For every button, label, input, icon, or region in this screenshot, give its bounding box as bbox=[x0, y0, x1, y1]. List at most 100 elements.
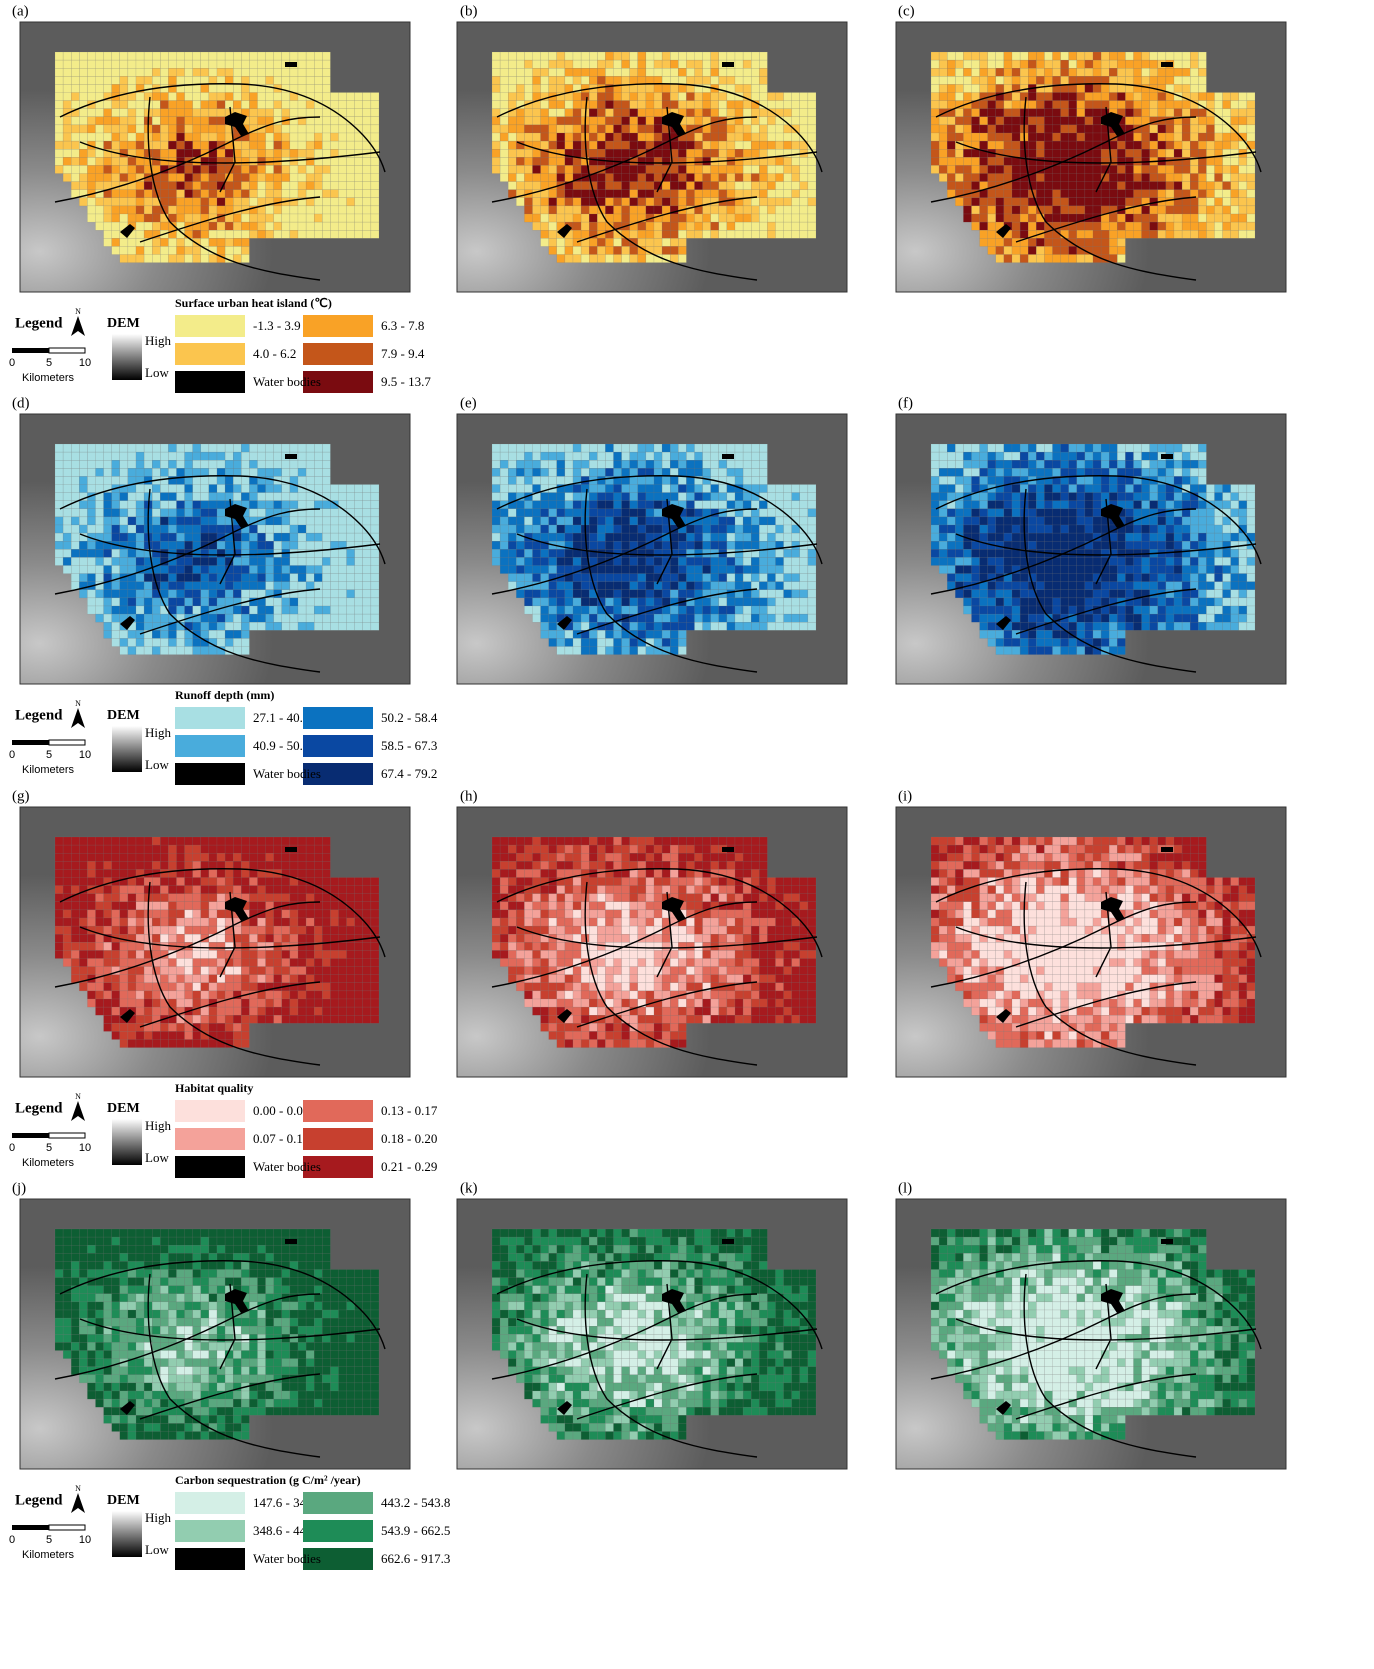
grid-cell bbox=[87, 541, 95, 549]
grid-cell bbox=[670, 93, 678, 101]
grid-cell bbox=[282, 460, 290, 468]
grid-cell bbox=[63, 566, 71, 574]
grid-cell bbox=[1093, 452, 1101, 460]
grid-cell bbox=[751, 109, 759, 117]
grid-cell bbox=[1101, 149, 1109, 157]
grid-cell bbox=[298, 598, 306, 606]
grid-cell bbox=[784, 525, 792, 533]
grid-cell bbox=[1247, 101, 1255, 109]
grid-cell bbox=[630, 60, 638, 68]
grid-cell bbox=[541, 557, 549, 565]
grid-cell bbox=[1053, 174, 1061, 182]
grid-cell bbox=[258, 468, 266, 476]
grid-cell bbox=[955, 149, 963, 157]
grid-cell bbox=[605, 52, 613, 60]
grid-cell bbox=[306, 582, 314, 590]
grid-cell bbox=[776, 117, 784, 125]
grid-cell bbox=[322, 622, 330, 630]
grid-cell bbox=[662, 476, 670, 484]
grid-cell bbox=[614, 566, 622, 574]
grid-cell bbox=[1134, 452, 1142, 460]
grid-cell bbox=[808, 517, 816, 525]
grid-cell bbox=[533, 93, 541, 101]
grid-cell bbox=[104, 68, 112, 76]
grid-cell bbox=[355, 222, 363, 230]
grid-cell bbox=[1190, 485, 1198, 493]
grid-cell bbox=[112, 238, 120, 246]
grid-cell bbox=[654, 109, 662, 117]
grid-cell bbox=[678, 174, 686, 182]
grid-cell bbox=[735, 60, 743, 68]
grid-cell bbox=[549, 501, 557, 509]
grid-cell bbox=[988, 460, 996, 468]
grid-cell bbox=[87, 117, 95, 125]
grid-cell bbox=[939, 509, 947, 517]
grid-cell bbox=[1053, 460, 1061, 468]
grid-cell bbox=[1093, 157, 1101, 165]
grid-cell bbox=[654, 598, 662, 606]
grid-cell bbox=[1215, 125, 1223, 133]
grid-cell bbox=[71, 60, 79, 68]
grid-cell bbox=[735, 109, 743, 117]
grid-cell bbox=[800, 606, 808, 614]
grid-cell bbox=[980, 493, 988, 501]
grid-cell bbox=[79, 109, 87, 117]
grid-cell bbox=[963, 157, 971, 165]
grid-cell bbox=[630, 165, 638, 173]
grid-cell bbox=[776, 525, 784, 533]
grid-cell bbox=[144, 452, 152, 460]
grid-cell bbox=[371, 165, 379, 173]
grid-cell bbox=[314, 125, 322, 133]
grid-cell bbox=[678, 84, 686, 92]
grid-cell bbox=[947, 468, 955, 476]
grid-cell bbox=[1053, 238, 1061, 246]
grid-cell bbox=[1231, 141, 1239, 149]
grid-cell bbox=[1093, 149, 1101, 157]
grid-cell bbox=[185, 149, 193, 157]
grid-cell bbox=[1012, 509, 1020, 517]
grid-cell bbox=[355, 214, 363, 222]
grid-cell bbox=[1117, 214, 1125, 222]
grid-cell bbox=[549, 557, 557, 565]
grid-cell bbox=[144, 647, 152, 655]
grid-cell bbox=[104, 60, 112, 68]
grid-cell bbox=[1012, 149, 1020, 157]
grid-cell bbox=[1150, 468, 1158, 476]
grid-cell bbox=[524, 109, 532, 117]
grid-cell bbox=[1134, 493, 1142, 501]
grid-cell bbox=[71, 525, 79, 533]
grid-cell bbox=[160, 630, 168, 638]
grid-cell bbox=[711, 493, 719, 501]
grid-cell bbox=[79, 590, 87, 598]
grid-cell bbox=[947, 141, 955, 149]
grid-cell bbox=[711, 485, 719, 493]
grid-cell bbox=[330, 198, 338, 206]
grid-cell bbox=[1166, 501, 1174, 509]
grid-cell bbox=[71, 509, 79, 517]
grid-cell bbox=[209, 182, 217, 190]
grid-cell bbox=[1077, 460, 1085, 468]
grid-cell bbox=[1085, 52, 1093, 60]
grid-cell bbox=[605, 638, 613, 646]
grid-cell bbox=[1125, 117, 1133, 125]
grid-cell bbox=[597, 149, 605, 157]
grid-cell bbox=[209, 165, 217, 173]
grid-cell bbox=[784, 566, 792, 574]
grid-cell bbox=[1215, 517, 1223, 525]
grid-cell bbox=[363, 109, 371, 117]
grid-cell bbox=[87, 557, 95, 565]
grid-cell bbox=[71, 141, 79, 149]
grid-cell bbox=[1077, 141, 1085, 149]
grid-cell bbox=[1247, 198, 1255, 206]
grid-cell bbox=[1174, 165, 1182, 173]
grid-cell bbox=[241, 149, 249, 157]
grid-cell bbox=[630, 533, 638, 541]
grid-cell bbox=[508, 60, 516, 68]
grid-cell bbox=[727, 614, 735, 622]
grid-cell bbox=[120, 493, 128, 501]
grid-cell bbox=[947, 76, 955, 84]
grid-cell bbox=[347, 157, 355, 165]
grid-cell bbox=[541, 133, 549, 141]
grid-cell bbox=[1174, 460, 1182, 468]
grid-cell bbox=[589, 517, 597, 525]
